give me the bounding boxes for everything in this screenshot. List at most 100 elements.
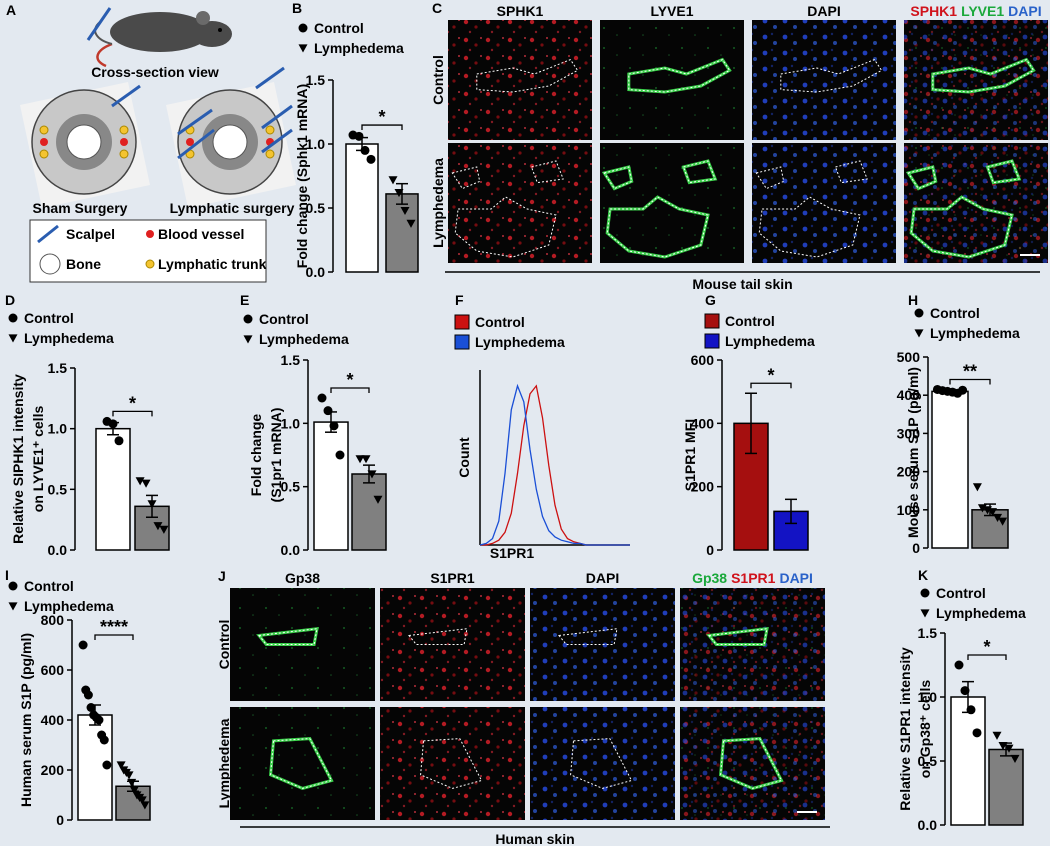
bar (950, 696, 986, 826)
lymphatic-trunk (145, 259, 155, 269)
data-point (137, 796, 147, 805)
y-tick-label: 400 (691, 415, 715, 431)
legend-marker (8, 313, 18, 323)
legend-marker (243, 314, 253, 324)
legend-label: Lymphedema (259, 331, 349, 347)
y-tick-label: 500 (897, 349, 921, 365)
vessel-outline (270, 738, 333, 789)
row-label: Lymphedema (430, 158, 446, 248)
data-point (958, 385, 968, 395)
data-point (329, 421, 339, 431)
y-tick-label: 1.0 (48, 421, 68, 437)
merged-channel: Gp38 (692, 570, 727, 586)
vessel-outline (755, 166, 785, 190)
data-point (1004, 744, 1014, 753)
y-tick-label: 0.5 (306, 200, 326, 216)
data-point (992, 731, 1002, 740)
data-point (993, 513, 1003, 522)
legend-label: Control (24, 578, 74, 594)
scalpel (177, 128, 215, 160)
scalpel (255, 66, 285, 90)
data-point (954, 660, 964, 670)
y-tick-label: 0.5 (918, 753, 938, 769)
vessel-stain (931, 57, 1036, 94)
y-axis-label: Mouse serum S1P (pg/ml) (905, 367, 921, 538)
y-axis-label: S1PR1 MFI (682, 419, 698, 491)
panel-a: A Cross-section view (6, 2, 296, 283)
cross-section-sham (20, 82, 150, 208)
vessel-outline (606, 196, 709, 258)
merged-header: SPHK1 LYVE1 DAPI (910, 3, 1041, 19)
y-axis-label: Count (456, 437, 472, 478)
legend-marker (920, 609, 930, 618)
y-axis-label: on LYVE1⁺ cells (30, 406, 46, 513)
data-point (129, 786, 139, 795)
legend-marker (920, 588, 930, 598)
lymphatic-trunk (39, 149, 49, 159)
legend-label: Bone (66, 256, 101, 272)
channel-header: DAPI (807, 3, 840, 19)
scalpel (86, 7, 112, 41)
y-tick-label: 600 (691, 352, 715, 368)
y-axis-label: Relative S1PR1 intensity (897, 647, 913, 811)
y-tick-label: 0.0 (48, 542, 68, 558)
stain (230, 707, 375, 820)
data-point (147, 500, 157, 509)
data-point (354, 131, 364, 141)
blood-vessel (146, 230, 154, 238)
legend-marker (8, 581, 18, 591)
caption: Lymphatic surgery (170, 200, 295, 216)
y-tick-label: 200 (41, 762, 65, 778)
significance-bracket (750, 382, 792, 389)
panel-label: H (908, 292, 918, 308)
y-axis-label: Human serum S1P (pg/ml) (18, 633, 34, 807)
data-point (116, 761, 126, 770)
panel-label: J (218, 568, 226, 584)
channel-header: Gp38 (285, 570, 320, 586)
vessel-outline (720, 738, 783, 789)
bone (39, 253, 61, 275)
vessel-outline (451, 166, 481, 190)
data-point (86, 703, 96, 712)
stain (752, 143, 896, 263)
bone (66, 124, 102, 160)
vessel-outline (570, 738, 633, 789)
significance: * (983, 637, 990, 657)
merged-channel: DAPI (779, 570, 812, 586)
legend-label: Lymphedema (475, 334, 565, 350)
caption: Human skin (495, 831, 574, 846)
legend-label: Lymphedema (24, 598, 114, 614)
x-axis-label: S1PR1 (490, 545, 535, 561)
y-tick-label: 1.0 (306, 136, 326, 152)
y-axis-label: Fold change (Sphk1 mRNA) (294, 84, 310, 268)
panel-label: G (705, 292, 716, 308)
legend-marker (914, 329, 924, 338)
y-tick-label: 200 (897, 464, 921, 480)
channel-header: LYVE1 (650, 3, 693, 19)
vessel-stain (627, 57, 732, 94)
significance-bracket (330, 387, 370, 393)
bar (931, 390, 969, 549)
stain (752, 20, 896, 140)
schematic-title: Cross-section view (91, 64, 219, 80)
legend-swatch (704, 313, 720, 329)
legend-swatch (704, 333, 720, 349)
y-tick-label: 1.5 (48, 360, 68, 376)
vessel-outline (834, 160, 868, 184)
stain (904, 20, 1048, 140)
y-tick-label: 0.5 (48, 481, 68, 497)
legend-label: Control (475, 314, 525, 330)
lymphatic-trunk (39, 125, 49, 135)
significance: * (346, 370, 353, 390)
data-point (998, 517, 1008, 526)
panel-label: F (455, 292, 464, 308)
bar (385, 193, 419, 273)
panel-label: D (5, 292, 15, 308)
y-tick-label: 400 (897, 387, 921, 403)
legend-marker (243, 335, 253, 344)
bar (988, 748, 1024, 826)
data-point (361, 455, 371, 464)
stain (530, 588, 675, 701)
data-point (127, 778, 137, 787)
data-point (317, 393, 327, 403)
